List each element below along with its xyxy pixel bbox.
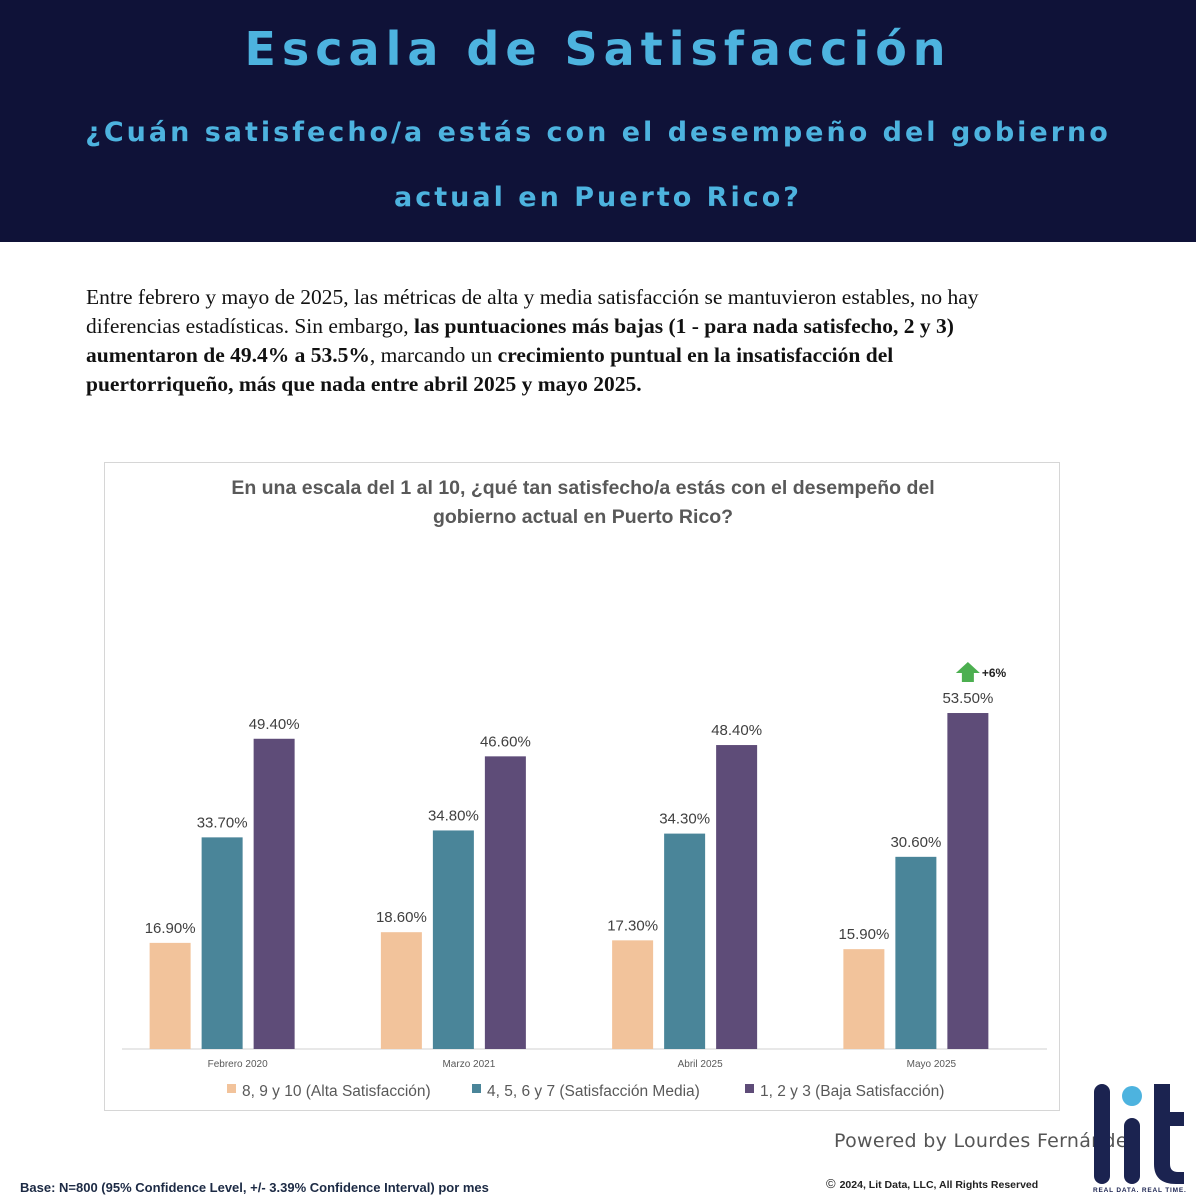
bar bbox=[664, 833, 706, 1049]
copyright-symbol: © bbox=[826, 1176, 836, 1191]
summary-text-1: Entre febrero y mayo de 2025, las métric… bbox=[86, 285, 979, 338]
summary-text-2: , marcando un bbox=[369, 343, 498, 367]
x-tick-label: Marzo 2021 bbox=[442, 1059, 495, 1070]
bar bbox=[716, 745, 758, 1049]
data-label: 30.60% bbox=[890, 834, 941, 851]
data-label: 49.40% bbox=[249, 716, 300, 733]
legend-swatch bbox=[227, 1084, 236, 1093]
bar bbox=[201, 837, 243, 1049]
data-label: 46.60% bbox=[480, 733, 531, 750]
bar bbox=[612, 940, 654, 1049]
summary-bold-2: crecimiento puntual en la insatisfacción… bbox=[86, 343, 894, 396]
bar-chart: En una escala del 1 al 10, ¿qué tan sati… bbox=[122, 477, 1047, 1100]
x-tick-label: Abril 2025 bbox=[678, 1059, 723, 1070]
legend-swatch bbox=[745, 1084, 754, 1093]
lit-logo bbox=[1094, 1084, 1184, 1184]
base-note: Base: N=800 (95% Confidence Level, +/- 3… bbox=[20, 1180, 489, 1195]
data-label: 33.70% bbox=[197, 814, 248, 831]
powered-by-text: Powered by Lourdes Fernández bbox=[834, 1130, 1139, 1152]
bar bbox=[380, 932, 422, 1049]
data-label: 18.60% bbox=[376, 909, 427, 926]
bar bbox=[947, 713, 989, 1049]
bar bbox=[843, 949, 885, 1049]
copyright-label: 2024, Lit Data, LLC, All Rights Reserved bbox=[839, 1179, 1039, 1191]
summary-paragraph: Entre febrero y mayo de 2025, las métric… bbox=[86, 283, 1046, 399]
data-label: 16.90% bbox=[145, 920, 196, 937]
chart-frame: En una escala del 1 al 10, ¿qué tan sati… bbox=[104, 462, 1060, 1111]
legend-label: 4, 5, 6 y 7 (Satisfacción Media) bbox=[487, 1083, 700, 1100]
page-question: ¿Cuán satisfecho/a estás con el desempeñ… bbox=[85, 117, 1111, 213]
data-label: 15.90% bbox=[838, 926, 889, 943]
header-banner: Escala de Satisfacción ¿Cuán satisfecho/… bbox=[0, 0, 1196, 242]
summary-bold-1: las puntuaciones más bajas (1 - para nad… bbox=[86, 314, 954, 367]
bar bbox=[149, 942, 191, 1049]
data-label: 17.30% bbox=[607, 917, 658, 934]
bar bbox=[484, 756, 526, 1049]
bar bbox=[432, 830, 474, 1049]
page-title: Escala de Satisfacción bbox=[244, 22, 952, 76]
x-tick-label: Mayo 2025 bbox=[907, 1059, 957, 1070]
copyright-text: © 2024, Lit Data, LLC, All Rights Reserve… bbox=[826, 1176, 1038, 1191]
bar bbox=[895, 856, 937, 1049]
x-tick-label: Febrero 2020 bbox=[208, 1059, 268, 1070]
data-label: 53.50% bbox=[942, 690, 993, 707]
data-label: 34.80% bbox=[428, 807, 479, 824]
data-label: 34.30% bbox=[659, 811, 710, 828]
legend-swatch bbox=[472, 1084, 481, 1093]
chart-title-line: En una escala del 1 al 10, ¿qué tan sati… bbox=[231, 477, 934, 499]
bar bbox=[253, 738, 295, 1049]
legend-label: 8, 9 y 10 (Alta Satisfacción) bbox=[242, 1083, 431, 1100]
annotation-label: +6% bbox=[982, 666, 1007, 680]
logo-tagline: REAL DATA. REAL TIME. bbox=[1093, 1187, 1187, 1194]
chart-title-line: gobierno actual en Puerto Rico? bbox=[433, 506, 733, 528]
data-label: 48.40% bbox=[711, 722, 762, 739]
legend-label: 1, 2 y 3 (Baja Satisfacción) bbox=[760, 1083, 944, 1100]
up-arrow-icon bbox=[955, 662, 980, 683]
